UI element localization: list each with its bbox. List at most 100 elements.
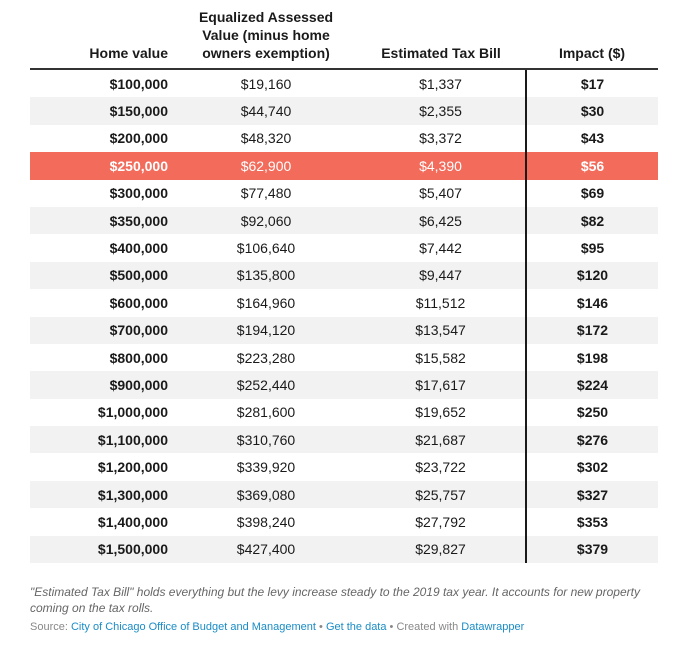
table-row: $1,000,000 $281,600 $19,652 $250: [30, 398, 658, 427]
cell-eav: $62,900: [176, 152, 356, 180]
table-row: $1,400,000 $398,240 $27,792 $353: [30, 508, 658, 536]
cell-tax-bill: $17,617: [356, 371, 526, 399]
cell-home-value: $900,000: [30, 371, 176, 399]
cell-home-value: $600,000: [30, 289, 176, 317]
get-data-link[interactable]: Get the data: [325, 621, 387, 633]
cell-eav: $310,760: [176, 426, 356, 454]
cell-home-value: $500,000: [30, 261, 176, 290]
cell-tax-bill: $19,652: [356, 398, 526, 427]
cell-tax-bill: $7,442: [356, 234, 526, 262]
table-row: $100,000 $19,160 $1,337 $17: [30, 69, 658, 98]
cell-impact: $17: [525, 69, 658, 98]
table-row: $600,000 $164,960 $11,512 $146: [30, 289, 658, 317]
cell-impact: $146: [525, 289, 658, 317]
column-header-eav[interactable]: Equalized Assessed Value (minus home own…: [176, 8, 356, 70]
cell-home-value: $1,000,000: [30, 398, 176, 427]
tax-impact-table: Home value Equalized Assessed Value (min…: [30, 8, 658, 564]
cell-home-value: $800,000: [30, 343, 176, 372]
cell-tax-bill: $3,372: [356, 124, 526, 153]
column-header-eav-line: owners exemption): [202, 45, 330, 61]
table-row: $300,000 $77,480 $5,407 $69: [30, 179, 658, 207]
cell-tax-bill: $27,792: [356, 508, 526, 536]
cell-home-value: $1,500,000: [30, 535, 176, 564]
cell-tax-bill: $13,547: [356, 316, 526, 344]
cell-impact: $379: [525, 535, 658, 564]
cell-impact: $198: [525, 343, 658, 372]
tax-impact-table-container: Home value Equalized Assessed Value (min…: [30, 8, 658, 564]
cell-impact: $327: [525, 480, 658, 509]
cell-impact: $43: [525, 124, 658, 153]
table-row: $150,000 $44,740 $2,355 $30: [30, 97, 658, 125]
datawrapper-link[interactable]: Datawrapper: [461, 621, 525, 633]
cell-tax-bill: $15,582: [356, 343, 526, 372]
cell-impact: $302: [525, 453, 658, 481]
table-row: $1,500,000 $427,400 $29,827 $379: [30, 535, 658, 564]
table-row: $900,000 $252,440 $17,617 $224: [30, 371, 658, 399]
cell-tax-bill: $29,827: [356, 535, 526, 564]
cell-impact: $250: [525, 398, 658, 427]
cell-home-value: $150,000: [30, 97, 176, 125]
cell-home-value: $700,000: [30, 316, 176, 344]
column-header-eav-line: Equalized Assessed: [198, 9, 334, 25]
cell-eav: $135,800: [176, 261, 356, 290]
cell-eav: $44,740: [176, 97, 356, 125]
source-link[interactable]: City of Chicago Office of Budget and Man…: [70, 621, 316, 633]
cell-eav: $223,280: [176, 343, 356, 372]
cell-home-value: $300,000: [30, 179, 176, 207]
cell-impact: $172: [525, 316, 658, 344]
created-with-text: • Created with: [386, 621, 462, 633]
cell-tax-bill: $21,687: [356, 426, 526, 454]
cell-home-value: $1,300,000: [30, 480, 176, 509]
cell-home-value: $100,000: [30, 69, 176, 98]
column-header-impact[interactable]: Impact ($): [526, 8, 658, 70]
table-row: $1,100,000 $310,760 $21,687 $276: [30, 426, 658, 454]
cell-tax-bill: $9,447: [356, 261, 526, 290]
cell-home-value: $1,400,000: [30, 508, 176, 536]
cell-eav: $19,160: [176, 69, 356, 98]
cell-eav: $164,960: [176, 289, 356, 317]
cell-eav: $106,640: [176, 234, 356, 262]
table-header-row: Home value Equalized Assessed Value (min…: [30, 8, 658, 70]
cell-eav: $48,320: [176, 124, 356, 153]
cell-eav: $252,440: [176, 371, 356, 399]
separator: •: [315, 621, 326, 633]
cell-eav: $369,080: [176, 480, 356, 509]
cell-home-value: $1,200,000: [30, 453, 176, 481]
cell-tax-bill: $1,337: [356, 69, 526, 98]
column-header-eav-line: Value (minus home: [202, 27, 330, 43]
table-row-highlighted: $250,000 $62,900 $4,390 $56: [30, 152, 658, 180]
cell-tax-bill: $6,425: [356, 206, 526, 235]
source-line: Source: City of Chicago Office of Budget…: [30, 620, 660, 634]
cell-eav: $281,600: [176, 398, 356, 427]
cell-tax-bill: $23,722: [356, 453, 526, 481]
table-row: $1,300,000 $369,080 $25,757 $327: [30, 480, 658, 509]
table-body: $100,000 $19,160 $1,337 $17 $150,000 $44,740 $…: [30, 69, 658, 564]
cell-impact: $56: [525, 152, 658, 180]
cell-tax-bill: $2,355: [356, 97, 526, 125]
cell-home-value: $250,000: [30, 152, 176, 180]
source-prefix: Source:: [30, 621, 71, 633]
cell-impact: $69: [525, 179, 658, 207]
cell-home-value: $400,000: [30, 234, 176, 262]
table-row: $800,000 $223,280 $15,582 $198: [30, 343, 658, 372]
cell-impact: $224: [525, 371, 658, 399]
cell-tax-bill: $25,757: [356, 480, 526, 509]
cell-impact: $276: [525, 426, 658, 454]
cell-home-value: $1,100,000: [30, 426, 176, 454]
table-row: $200,000 $48,320 $3,372 $43: [30, 124, 658, 153]
cell-impact: $95: [525, 234, 658, 262]
cell-eav: $77,480: [176, 179, 356, 207]
column-header-home-value[interactable]: Home value: [30, 8, 176, 70]
column-header-tax-bill[interactable]: Estimated Tax Bill: [356, 8, 526, 70]
cell-impact: $353: [525, 508, 658, 536]
table-row: $700,000 $194,120 $13,547 $172: [30, 316, 658, 344]
cell-eav: $339,920: [176, 453, 356, 481]
table-row: $400,000 $106,640 $7,442 $95: [30, 234, 658, 262]
cell-home-value: $350,000: [30, 206, 176, 235]
cell-home-value: $200,000: [30, 124, 176, 153]
table-row: $350,000 $92,060 $6,425 $82: [30, 206, 658, 235]
cell-eav: $194,120: [176, 316, 356, 344]
table-row: $500,000 $135,800 $9,447 $120: [30, 261, 658, 290]
cell-tax-bill: $5,407: [356, 179, 526, 207]
cell-impact: $120: [525, 261, 658, 290]
